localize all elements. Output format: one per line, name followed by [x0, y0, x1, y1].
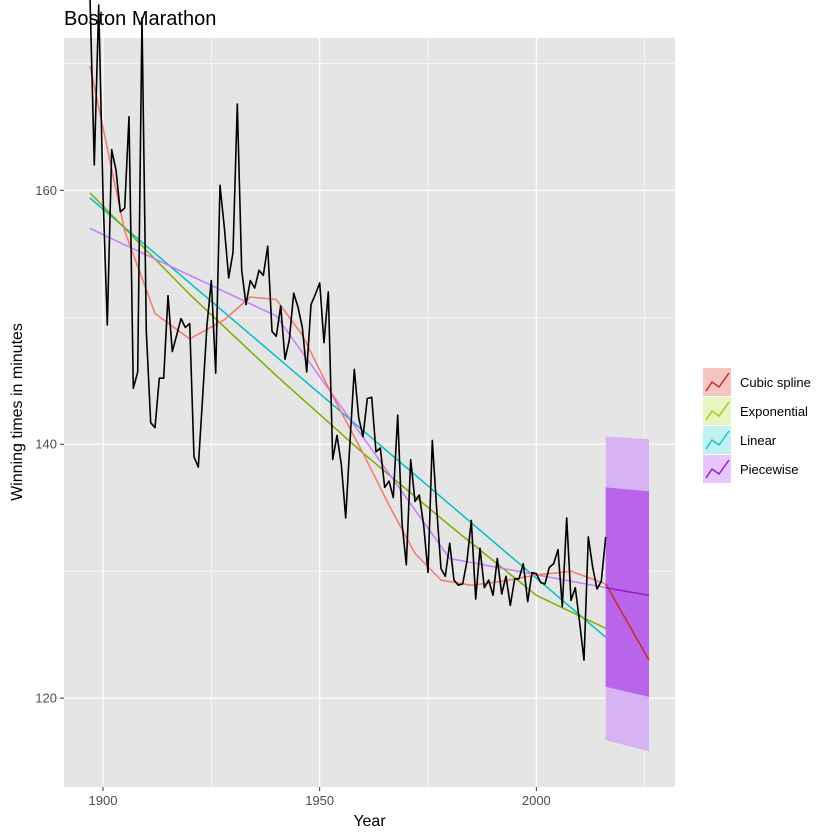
- legend: Cubic spline Exponential Linear Piecewise: [703, 368, 811, 483]
- legend-item-piecewise: Piecewise: [703, 455, 799, 483]
- observed-series: [89, 0, 607, 661]
- legend-item-cubic-spline: Cubic spline: [703, 368, 811, 396]
- observed-line: [89, 0, 607, 661]
- legend-key-line: [705, 372, 730, 392]
- legend-key-line: [705, 430, 730, 450]
- y-axis: 120 140 160: [35, 183, 64, 706]
- legend-label: Piecewise: [740, 462, 799, 477]
- legend-key-line: [705, 459, 730, 479]
- legend-label: Exponential: [740, 404, 808, 419]
- legend-label: Cubic spline: [740, 375, 811, 390]
- y-tick-label: 140: [35, 437, 57, 452]
- y-tick-label: 160: [35, 183, 57, 198]
- legend-item-linear: Linear: [703, 426, 777, 454]
- x-tick-label: 2000: [522, 793, 551, 808]
- x-tick-label: 1900: [89, 793, 118, 808]
- forecast-lines: [605, 583, 650, 661]
- fit-line-cubic-spline: [89, 65, 606, 586]
- forecast-line-piecewise: [605, 586, 650, 597]
- grid-minor: [64, 38, 675, 787]
- plot-panel: [64, 38, 675, 787]
- legend-label: Linear: [740, 433, 777, 448]
- grid-major: [64, 38, 675, 787]
- legend-item-exponential: Exponential: [703, 397, 808, 425]
- forecast-line-cubic-spline: [605, 583, 650, 661]
- legend-key: [703, 397, 731, 425]
- x-tick-label: 1950: [305, 793, 334, 808]
- x-axis-title: Year: [353, 813, 386, 830]
- legend-key: [703, 368, 731, 396]
- legend-key: [703, 426, 731, 454]
- fit-line-linear: [89, 197, 607, 638]
- chart-title: Boston Marathon: [64, 8, 216, 30]
- y-tick-label: 120: [35, 691, 57, 706]
- y-axis-title: Winning times in minutes: [9, 323, 26, 501]
- legend-key-line: [705, 401, 730, 421]
- legend-key: [703, 455, 731, 483]
- x-axis: 1900 1950 2000: [89, 787, 551, 808]
